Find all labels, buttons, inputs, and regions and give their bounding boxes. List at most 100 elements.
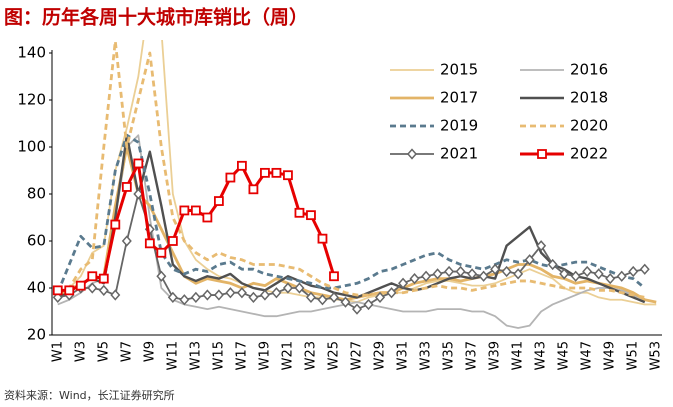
marker <box>455 265 466 278</box>
x-tick-label: W43 <box>534 341 549 370</box>
marker <box>167 291 178 304</box>
marker <box>582 265 593 278</box>
x-tick-label: W19 <box>257 341 272 370</box>
marker <box>329 271 339 282</box>
marker <box>110 219 121 230</box>
marker <box>513 268 524 280</box>
marker <box>283 170 293 181</box>
series-line <box>57 193 645 311</box>
marker <box>236 287 247 299</box>
marker <box>386 287 397 299</box>
legend-label: 2018 <box>570 89 608 107</box>
marker <box>409 272 420 285</box>
x-tick-label: W25 <box>326 341 341 370</box>
y-tick-label: 60 <box>27 232 46 250</box>
marker <box>271 287 282 299</box>
legend-label: 2021 <box>440 145 478 163</box>
x-tick-label: W17 <box>234 341 249 370</box>
marker <box>317 294 328 306</box>
series-line <box>57 161 336 292</box>
marker <box>294 207 305 218</box>
marker <box>282 282 293 294</box>
marker <box>248 291 259 304</box>
marker <box>639 263 650 275</box>
chart-title: 图：历年各周十大城市库销比（周） <box>4 6 308 29</box>
x-tick-label: W39 <box>488 341 503 370</box>
marker <box>398 277 409 289</box>
x-tick-label: W9 <box>142 341 157 362</box>
marker <box>259 289 270 301</box>
marker <box>363 298 374 311</box>
marker <box>570 270 581 282</box>
x-tick-label: W51 <box>626 341 641 370</box>
marker <box>317 233 328 244</box>
x-tick-label: W53 <box>649 341 664 370</box>
x-tick-label: W5 <box>96 341 111 362</box>
marker <box>156 270 167 282</box>
marker <box>98 273 109 284</box>
y-tick-label: 20 <box>27 326 46 344</box>
x-tick-label: W37 <box>465 341 480 370</box>
marker <box>467 268 478 280</box>
x-tick-label: W3 <box>73 341 88 362</box>
plot <box>52 40 657 329</box>
marker <box>225 172 236 183</box>
x-tick-label: W23 <box>303 341 318 370</box>
marker <box>121 235 132 247</box>
marker <box>110 289 121 301</box>
legend-label: 2017 <box>440 89 478 107</box>
series-line <box>56 133 646 294</box>
marker <box>524 254 535 266</box>
source: 资料来源：Wind，长江证券研究所 <box>4 388 175 402</box>
series-line <box>57 40 657 306</box>
marker <box>87 282 98 294</box>
marker <box>616 270 627 282</box>
marker <box>202 289 213 301</box>
marker <box>593 268 604 280</box>
marker <box>340 296 351 308</box>
marker <box>628 265 639 278</box>
legend-label: 2019 <box>440 117 478 135</box>
marker <box>351 303 363 315</box>
legend-marker <box>537 149 547 159</box>
marker <box>190 291 201 304</box>
marker <box>213 196 224 206</box>
x-tick-label: W33 <box>419 341 434 370</box>
x-tick-label: W7 <box>119 341 134 362</box>
y-tick-label: 100 <box>17 138 46 156</box>
marker <box>260 167 270 178</box>
marker <box>605 272 616 285</box>
marker <box>547 258 558 271</box>
marker <box>179 205 190 216</box>
marker <box>559 268 570 280</box>
marker <box>375 291 386 304</box>
marker <box>328 291 339 304</box>
marker <box>478 270 489 282</box>
marker <box>133 158 144 169</box>
x-tick-label: W35 <box>442 341 457 370</box>
legend-label: 2022 <box>570 145 608 163</box>
marker <box>87 271 98 282</box>
marker <box>121 182 132 192</box>
marker <box>237 160 247 171</box>
marker <box>225 287 236 299</box>
marker <box>501 265 512 278</box>
marker <box>536 240 547 252</box>
y-tick-label: 80 <box>27 185 46 203</box>
x-tick-label: W21 <box>280 341 295 370</box>
x-tick-label: W11 <box>165 341 180 370</box>
marker <box>64 285 75 296</box>
marker <box>213 289 224 301</box>
marker <box>133 188 144 200</box>
marker <box>179 294 190 306</box>
x-tick-label: W29 <box>373 341 388 370</box>
marker <box>98 284 109 296</box>
marker <box>306 210 316 221</box>
legend-label: 2020 <box>570 117 608 135</box>
marker <box>271 167 282 178</box>
x-tick-label: W13 <box>188 341 203 370</box>
marker <box>156 247 167 258</box>
series-line <box>57 134 646 304</box>
legend-label: 2015 <box>440 61 478 79</box>
